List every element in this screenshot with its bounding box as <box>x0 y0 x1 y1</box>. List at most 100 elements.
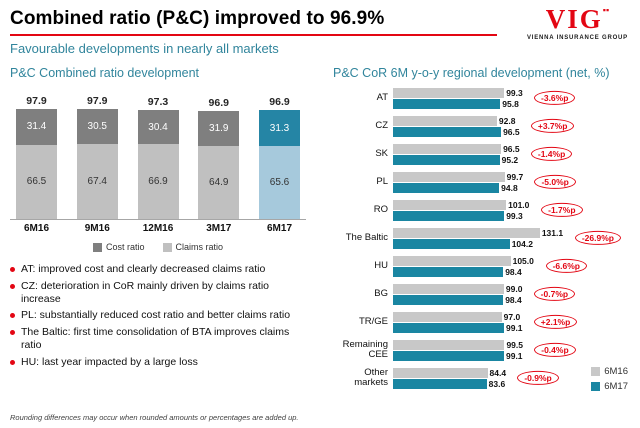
bar-6m17 <box>393 322 504 333</box>
region-bars: 99.7 94.8 -5.0%p <box>393 171 632 193</box>
bar-row: 96.5 <box>393 126 632 137</box>
legend-item: Claims ratio <box>162 242 223 252</box>
legend-item: Cost ratio <box>92 242 145 252</box>
region-group: CZ 92.8 96.5 +3.7%p <box>333 115 632 137</box>
bar-value-label: 84.4 <box>489 367 507 378</box>
vig-logo-marks-icon: ▪▪ <box>602 5 610 15</box>
bar-6m17 <box>393 266 504 277</box>
region-group: PL 99.7 94.8 -5.0%p <box>333 171 632 193</box>
bar-6m16 <box>393 367 488 378</box>
bullet-dot <box>10 283 15 289</box>
region-group: The Baltic 131.1 104.2 -26.9%p <box>333 227 632 249</box>
content-columns: P&C Combined ratio development 97.9 31.4 6… <box>0 66 640 395</box>
bar-row: 84.4 <box>393 367 632 378</box>
region-bars: 97.0 99.1 +2.1%p <box>393 311 632 333</box>
region-bars: 131.1 104.2 -26.9%p <box>393 227 632 249</box>
bullet-dot <box>10 330 15 336</box>
bullet-dot <box>10 359 15 365</box>
region-bars: 99.5 99.1 -0.4%p <box>393 339 632 361</box>
bar-value-label: 97.0 <box>503 311 521 322</box>
bar-row: 99.3 <box>393 87 632 98</box>
bullet-text: The Baltic: first time consolidation of … <box>21 326 290 351</box>
rounding-footnote: Rounding differences may occur when roun… <box>10 413 299 422</box>
bar-6m16 <box>393 311 502 322</box>
region-group: AT 99.3 95.8 -3.6%p <box>333 87 632 109</box>
bar-6m17 <box>393 98 501 109</box>
bullet-dot <box>10 313 15 319</box>
cost-ratio-segment: 31.9 <box>198 110 240 147</box>
bar-total-label: 97.9 <box>87 95 108 108</box>
region-label: PL <box>376 176 388 188</box>
bar-category-label: 3M17 <box>206 223 232 234</box>
bar-value-label: 131.1 <box>541 227 564 238</box>
bar-column: 96.9 31.9 64.9 <box>198 87 240 219</box>
bar-category-label: 6M17 <box>266 223 292 234</box>
bar-total-label: 97.3 <box>147 96 169 109</box>
bar-row: 99.1 <box>393 350 632 361</box>
bullet-item: HU: last year impacted by a large loss <box>10 356 310 369</box>
legend-swatch <box>591 367 601 376</box>
cost-ratio-segment: 31.3 <box>259 110 300 146</box>
region-bars: 92.8 96.5 +3.7%p <box>393 115 632 137</box>
region-group: Remaining CEE 99.5 99.1 -0.4%p <box>333 339 632 361</box>
bar-total-label: 96.9 <box>269 96 290 109</box>
bar-6m17 <box>393 126 502 137</box>
bar-row: 99.5 <box>393 339 632 350</box>
bar-row: 105.0 <box>393 255 632 266</box>
region-label: RO <box>373 204 388 216</box>
region-group: TR/GE 97.0 99.1 +2.1%p <box>333 311 632 333</box>
region-label: BG <box>374 288 388 300</box>
change-badge: -6.6%p <box>545 258 587 274</box>
change-badge: -5.0%p <box>534 174 576 190</box>
bar-value-label: 101.0 <box>508 199 530 210</box>
change-badge: -0.9%p <box>517 370 559 386</box>
bar-6m16 <box>393 283 504 294</box>
change-badge: -1.7%p <box>541 202 583 218</box>
bar-6m17 <box>393 154 500 165</box>
bar-row: 104.2 <box>393 238 632 249</box>
bar-value-label: 95.2 <box>501 154 519 165</box>
vig-logo-wordmark: VIG▪▪ <box>527 6 628 33</box>
bullet-item: The Baltic: first time consolidation of … <box>10 326 310 352</box>
region-bars: 84.4 83.6 -0.9%p <box>393 367 632 389</box>
bar-value-label: 99.5 <box>506 339 523 350</box>
right-column: P&C CoR 6M y-o-y regional development (n… <box>333 66 632 395</box>
bar-column: 96.9 31.3 65.6 <box>259 87 300 219</box>
bar-row: 97.0 <box>393 311 632 322</box>
bar-6m16 <box>393 171 505 182</box>
bar-6m17 <box>393 182 500 193</box>
bar-total-label: 97.9 <box>26 95 47 108</box>
bar-row: 99.3 <box>393 210 632 221</box>
region-label: Other markets <box>354 367 388 388</box>
title-rule <box>10 34 497 36</box>
claims-ratio-segment: 64.9 <box>198 146 240 219</box>
bar-category-label: 12M16 <box>142 223 174 234</box>
region-label: HU <box>374 260 388 272</box>
bar-6m17 <box>393 210 505 221</box>
bar-value-label: 94.8 <box>501 182 518 193</box>
bar-value-label: 99.7 <box>506 171 524 182</box>
bullet-text: HU: last year impacted by a large loss <box>21 355 198 368</box>
page-title: Combined ratio (P&C) improved to 96.9% <box>10 8 385 29</box>
bar-row: 95.2 <box>393 154 632 165</box>
change-badge: -3.6%p <box>534 90 576 106</box>
change-badge: -0.4%p <box>534 342 576 358</box>
regional-cor-bar-chart: AT 99.3 95.8 -3.6%p CZ 92.8 96.5 +3.7%p SK 96.5 95… <box>333 87 632 389</box>
region-label: TR/GE <box>358 316 388 328</box>
bar-row: 101.0 <box>393 199 632 210</box>
bar-6m17 <box>393 350 504 361</box>
bar-6m16 <box>393 199 507 210</box>
commentary-bullet-list: AT: improved cost and clearly decreased … <box>10 263 310 369</box>
vig-logo-text: VIG <box>545 4 603 34</box>
cost-ratio-segment: 30.5 <box>76 109 118 144</box>
change-badge: -26.9%p <box>574 230 621 246</box>
right-chart-title: P&C CoR 6M y-o-y regional development (n… <box>333 66 610 80</box>
legend-item: 6M16 <box>591 366 628 377</box>
region-label: AT <box>376 92 388 104</box>
bar-column: 97.9 31.4 66.5 <box>16 87 57 219</box>
claims-ratio-segment: 66.5 <box>16 144 57 219</box>
bar-row: 95.8 <box>393 98 632 109</box>
region-bars: 101.0 99.3 -1.7%p <box>393 199 632 221</box>
bar-value-label: 99.1 <box>505 322 523 333</box>
